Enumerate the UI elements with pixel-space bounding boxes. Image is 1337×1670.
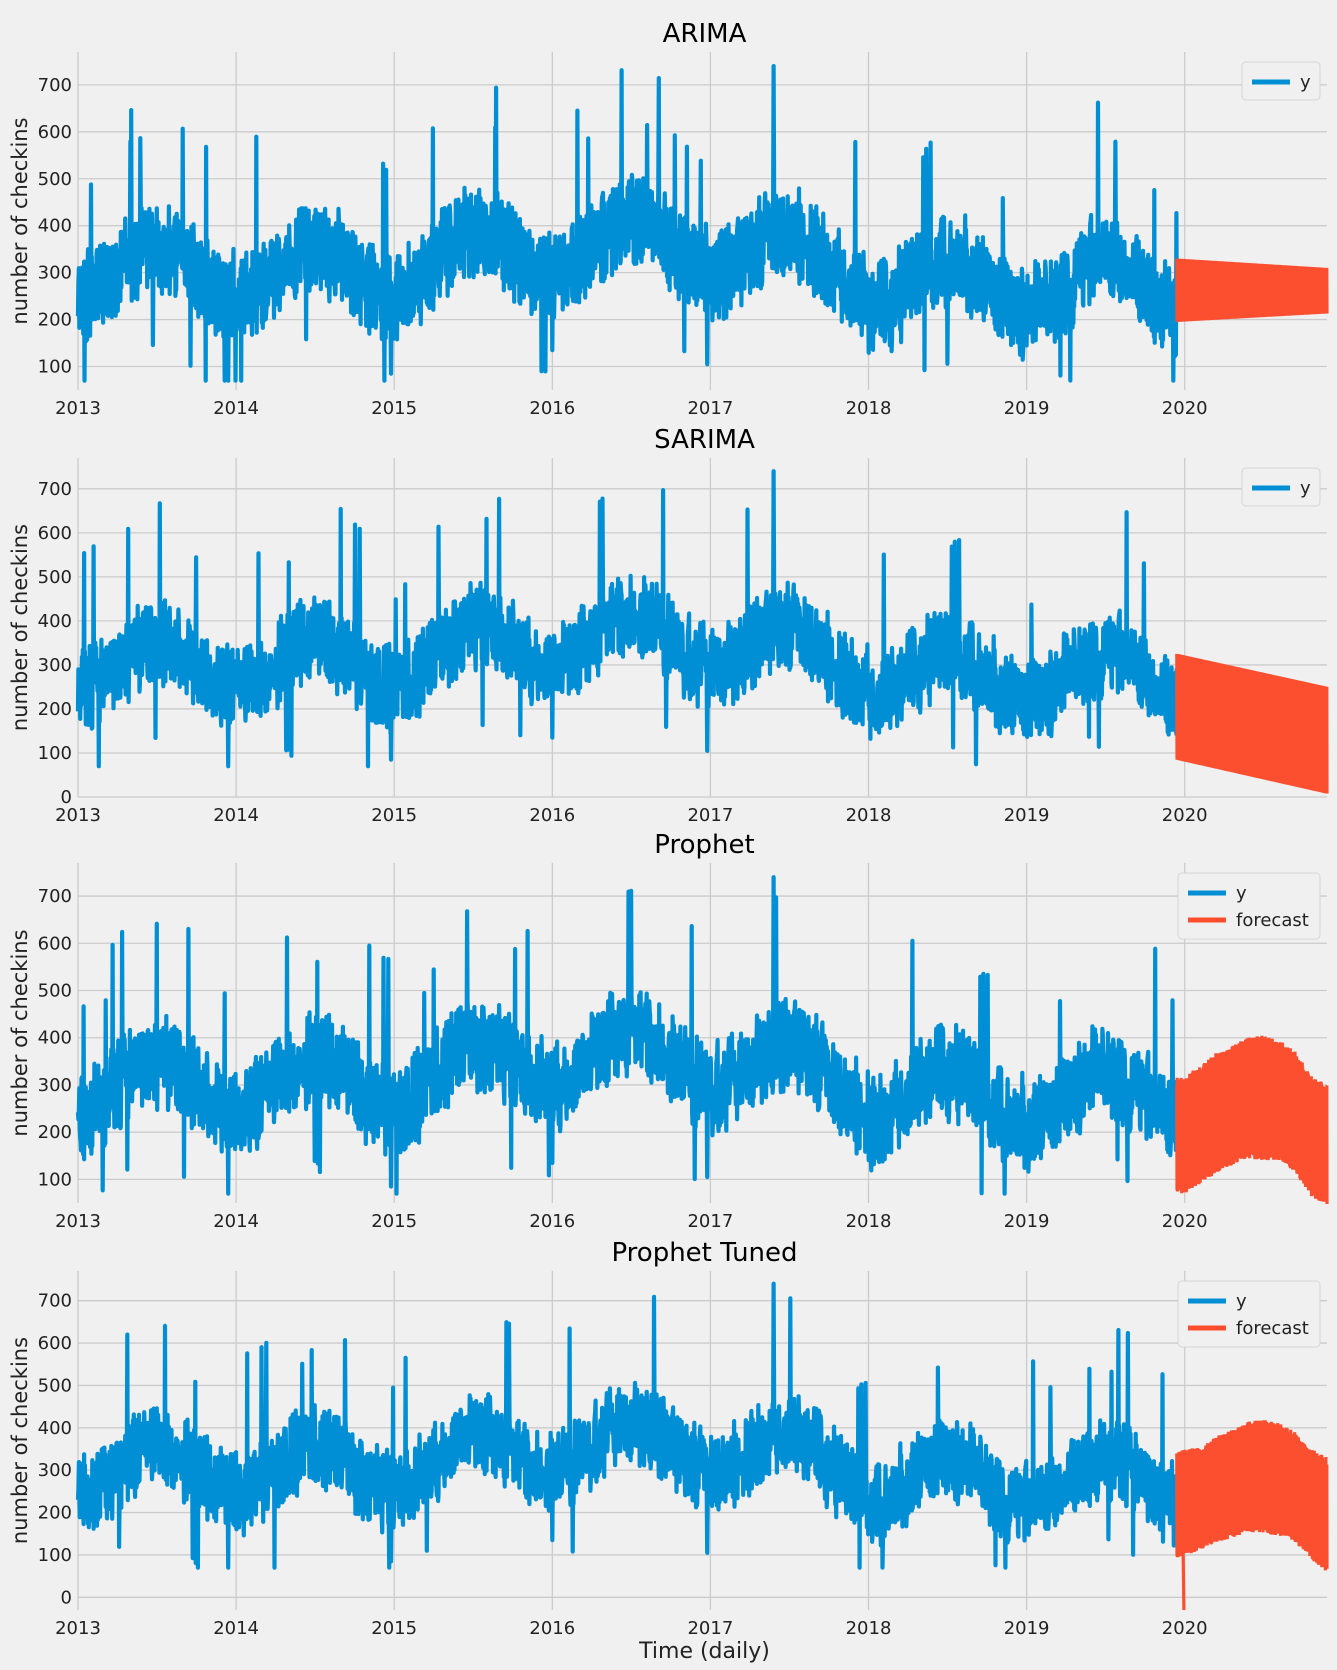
- legend-label-y: y: [1300, 72, 1311, 93]
- y-tick-label: 100: [38, 1545, 72, 1566]
- y-tick-label: 500: [38, 981, 72, 1002]
- series-y-line: [75, 875, 1179, 1196]
- x-tick-label: 2020: [1162, 1211, 1208, 1232]
- x-tick-label: 2019: [1004, 1211, 1050, 1232]
- y-tick-label: 600: [38, 933, 72, 954]
- series-forecast-line: [1175, 653, 1329, 794]
- y-axis-label: number of checkins: [8, 1337, 32, 1544]
- y-tick-label: 100: [38, 743, 72, 764]
- chart-panel-3: 0 100 200 300 400 500 600 700 2013 2014 2015 2016 20…: [8, 1238, 1329, 1664]
- legend-label-y: y: [1300, 478, 1311, 499]
- y-tick-label: 400: [38, 1028, 72, 1049]
- x-tick-label: 2015: [371, 1211, 417, 1232]
- x-tick-label: 2017: [687, 805, 733, 826]
- y-tick-label: 700: [38, 479, 72, 500]
- y-tick-label: 200: [38, 699, 72, 720]
- x-tick-label: 2020: [1162, 1618, 1208, 1639]
- y-tick-label: 400: [38, 216, 72, 237]
- y-tick-label: 500: [38, 1375, 72, 1396]
- chart-title: Prophet Tuned: [611, 1238, 797, 1268]
- y-axis-label: number of checkins: [8, 524, 32, 731]
- series-forecast-line: [1175, 1035, 1329, 1205]
- y-axis-label: number of checkins: [8, 117, 32, 324]
- legend: y: [1241, 61, 1321, 101]
- y-tick-label: 100: [38, 1169, 72, 1190]
- legend: y forecast: [1177, 872, 1321, 940]
- legend-label-forecast: forecast: [1236, 910, 1309, 931]
- x-tick-label: 2018: [846, 398, 892, 419]
- y-tick-label: 500: [38, 567, 72, 588]
- chart-panel-2: 100 200 300 400 500 600 700 2013 2014 2015 2016 201…: [8, 830, 1329, 1232]
- y-tick-label: 400: [38, 1418, 72, 1439]
- y-tick-label: 300: [38, 655, 72, 676]
- x-tick-label: 2013: [55, 1211, 101, 1232]
- x-tick-label: 2016: [529, 398, 575, 419]
- y-tick-label: 300: [38, 1075, 72, 1096]
- y-tick-label: 200: [38, 1503, 72, 1524]
- y-tick-label: 500: [38, 169, 72, 190]
- series-forecast-line: [1175, 1420, 1329, 1611]
- y-axis-label: number of checkins: [8, 929, 32, 1136]
- x-tick-label: 2016: [529, 1211, 575, 1232]
- x-tick-label: 2013: [55, 1618, 101, 1639]
- legend-label-forecast: forecast: [1236, 1318, 1309, 1339]
- y-tick-label: 200: [38, 1122, 72, 1143]
- chart-title: ARIMA: [663, 19, 747, 49]
- y-tick-label: 600: [38, 1333, 72, 1354]
- x-tick-label: 2018: [846, 1211, 892, 1232]
- chart-panel-0: 100 200 300 400 500 600 700 2013 2014 2015 2016 201…: [8, 19, 1329, 419]
- series-y-line: [75, 469, 1179, 769]
- x-axis-label: Time (daily): [638, 1639, 770, 1664]
- y-tick-label: 0: [61, 1587, 72, 1608]
- series-forecast-line: [1175, 258, 1329, 322]
- legend: y forecast: [1177, 1280, 1321, 1348]
- chart-panel-1: 0 100 200 300 400 500 600 700 2013 2014 2015 2016 20…: [8, 425, 1329, 826]
- y-tick-label: 400: [38, 611, 72, 632]
- x-tick-label: 2019: [1004, 805, 1050, 826]
- x-tick-label: 2016: [529, 805, 575, 826]
- x-tick-label: 2013: [55, 805, 101, 826]
- y-tick-label: 200: [38, 310, 72, 331]
- x-tick-label: 2015: [371, 398, 417, 419]
- x-tick-label: 2018: [846, 805, 892, 826]
- chart-title: Prophet: [654, 830, 754, 860]
- chart-title: SARIMA: [654, 425, 755, 455]
- x-tick-label: 2019: [1004, 398, 1050, 419]
- x-tick-label: 2014: [213, 1211, 259, 1232]
- y-tick-label: 300: [38, 263, 72, 284]
- x-tick-label: 2020: [1162, 398, 1208, 419]
- x-tick-label: 2013: [55, 398, 101, 419]
- y-tick-label: 100: [38, 357, 72, 378]
- legend: y: [1241, 467, 1321, 507]
- x-tick-label: 2015: [371, 1618, 417, 1639]
- x-tick-label: 2015: [371, 805, 417, 826]
- y-tick-label: 600: [38, 122, 72, 143]
- x-tick-label: 2014: [213, 1618, 259, 1639]
- y-tick-label: 700: [38, 75, 72, 96]
- y-tick-label: 700: [38, 1291, 72, 1312]
- x-tick-label: 2017: [687, 1618, 733, 1639]
- x-tick-label: 2017: [687, 398, 733, 419]
- x-tick-label: 2016: [529, 1618, 575, 1639]
- x-tick-label: 2019: [1004, 1618, 1050, 1639]
- legend-label-y: y: [1236, 883, 1247, 904]
- y-tick-label: 700: [38, 886, 72, 907]
- y-tick-label: 0: [61, 787, 72, 808]
- legend-label-y: y: [1236, 1291, 1247, 1312]
- series-y-line: [75, 63, 1179, 383]
- y-tick-label: 300: [38, 1460, 72, 1481]
- x-tick-label: 2020: [1162, 805, 1208, 826]
- x-tick-label: 2014: [213, 805, 259, 826]
- x-tick-label: 2014: [213, 398, 259, 419]
- y-tick-label: 600: [38, 523, 72, 544]
- x-tick-label: 2017: [687, 1211, 733, 1232]
- x-tick-label: 2018: [846, 1618, 892, 1639]
- series-y-line: [75, 1281, 1179, 1570]
